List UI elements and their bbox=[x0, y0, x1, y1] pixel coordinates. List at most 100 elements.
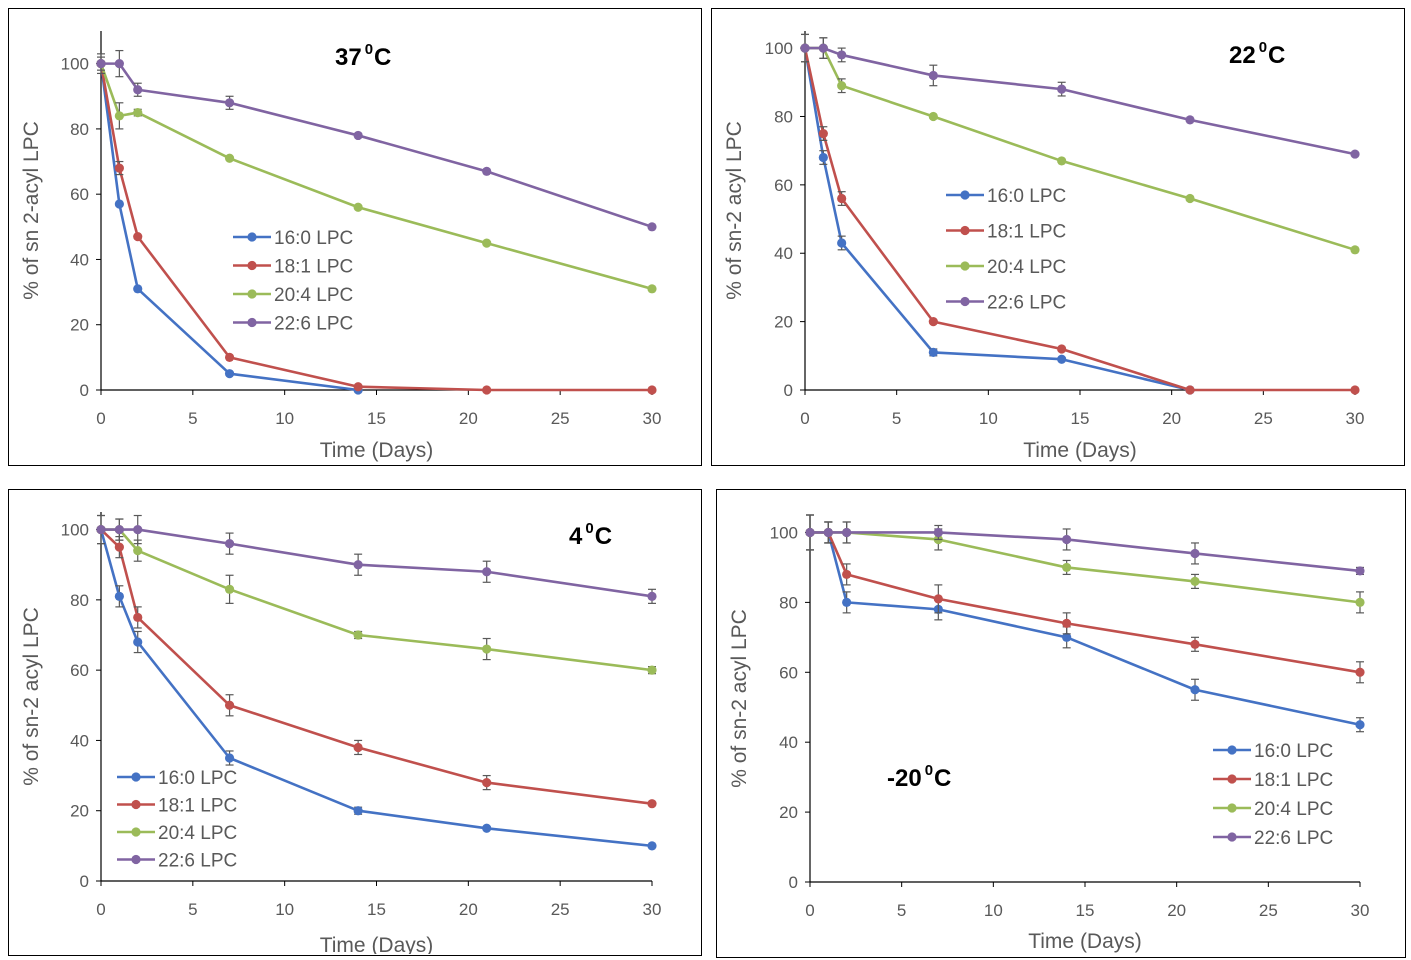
x-tick-label: 5 bbox=[188, 900, 197, 919]
legend-entry: 18:1 LPC bbox=[1254, 770, 1333, 791]
data-point bbox=[1190, 548, 1200, 559]
legend-swatch-marker bbox=[1227, 832, 1237, 842]
x-tick-label: 20 bbox=[459, 409, 478, 428]
data-point bbox=[933, 594, 943, 604]
legend-entry: 16:0 LPC bbox=[1254, 741, 1333, 762]
legend-swatch-marker bbox=[247, 232, 257, 242]
data-point bbox=[647, 799, 657, 809]
chart-title: 37 0C bbox=[335, 41, 391, 71]
y-tick-label: 60 bbox=[774, 176, 793, 195]
x-tick-label: 25 bbox=[1254, 409, 1273, 428]
legend-swatch-marker bbox=[960, 225, 970, 236]
y-axis-label: % of sn-2 acyl LPC bbox=[20, 607, 43, 786]
data-point bbox=[837, 193, 847, 204]
data-point bbox=[96, 59, 106, 69]
data-point bbox=[823, 527, 833, 538]
series-line-3 bbox=[101, 62, 653, 229]
data-point bbox=[353, 742, 363, 753]
legend-entry: 16:0 LPC bbox=[987, 186, 1066, 207]
x-tick-label: 30 bbox=[643, 409, 662, 428]
data-point bbox=[1057, 156, 1067, 166]
data-point bbox=[928, 111, 938, 122]
data-point bbox=[114, 59, 124, 69]
data-point bbox=[1057, 354, 1067, 364]
x-tick-label: 5 bbox=[892, 409, 901, 428]
y-tick-label: 80 bbox=[70, 591, 89, 610]
series-line-3 bbox=[810, 531, 1361, 573]
x-tick-label: 20 bbox=[1167, 901, 1186, 920]
series-line-1 bbox=[99, 63, 652, 392]
x-axis-label: Time (Days) bbox=[1028, 930, 1142, 953]
data-point bbox=[1350, 245, 1360, 255]
x-tick-label: 20 bbox=[459, 900, 478, 919]
data-point bbox=[482, 166, 492, 176]
legend-entry: 22:6 LPC bbox=[987, 293, 1066, 314]
data-point bbox=[1062, 534, 1072, 545]
data-point bbox=[1190, 639, 1200, 649]
data-point bbox=[647, 385, 657, 395]
data-point bbox=[224, 98, 235, 108]
data-point bbox=[842, 527, 852, 538]
data-point bbox=[1062, 562, 1072, 573]
data-point bbox=[482, 385, 492, 395]
y-tick-label: 0 bbox=[784, 381, 793, 400]
y-tick-label: 100 bbox=[765, 39, 793, 58]
data-point bbox=[224, 753, 235, 763]
chart-title: -20 0C bbox=[887, 762, 951, 792]
x-tick-label: 30 bbox=[1346, 409, 1365, 428]
data-point bbox=[647, 841, 657, 851]
data-point bbox=[133, 107, 143, 118]
legend-entry: 22:6 LPC bbox=[274, 314, 353, 335]
chart-title-unit: C bbox=[1268, 42, 1285, 69]
series-line-0 bbox=[803, 47, 1191, 392]
chart-title-value: 37 bbox=[335, 44, 362, 71]
x-tick-label: 15 bbox=[367, 409, 386, 428]
y-tick-label: 80 bbox=[70, 120, 89, 139]
data-point bbox=[96, 524, 106, 535]
legend-swatch-marker bbox=[131, 799, 141, 810]
y-axis-label: % of sn-2 acyl LPC bbox=[723, 121, 746, 300]
data-point bbox=[353, 130, 363, 141]
legend-entry: 18:1 LPC bbox=[158, 796, 237, 817]
legend-swatch-marker bbox=[1227, 745, 1237, 755]
data-point bbox=[1350, 385, 1360, 395]
data-point bbox=[1185, 115, 1195, 125]
x-axis-label: Time (Days) bbox=[320, 439, 434, 462]
data-point bbox=[1350, 149, 1360, 159]
chart-panel-37c: 0 20 40 60 80 100 0 5 10 15 20 25 30 Time (Days) % of … bbox=[8, 8, 702, 466]
y-tick-label: 0 bbox=[789, 873, 798, 892]
y-tick-label: 100 bbox=[61, 55, 89, 74]
y-tick-label: 100 bbox=[770, 523, 798, 542]
legend-entry: 16:0 LPC bbox=[274, 228, 353, 249]
data-point bbox=[928, 317, 938, 327]
data-point bbox=[353, 560, 363, 570]
x-tick-label: 15 bbox=[1076, 901, 1095, 920]
data-point bbox=[114, 524, 124, 535]
data-point bbox=[647, 591, 657, 601]
x-tick-label: 0 bbox=[805, 901, 814, 920]
y-tick-label: 20 bbox=[779, 803, 798, 822]
data-point bbox=[1355, 720, 1365, 730]
data-point bbox=[353, 202, 363, 212]
legend-swatch-marker bbox=[131, 854, 141, 865]
y-tick-label: 20 bbox=[774, 313, 793, 332]
data-point bbox=[647, 222, 657, 232]
data-point bbox=[114, 199, 124, 209]
y-tick-label: 20 bbox=[70, 316, 89, 335]
x-tick-label: 25 bbox=[551, 409, 570, 428]
x-tick-label: 30 bbox=[643, 900, 662, 919]
y-tick-label: 40 bbox=[70, 731, 89, 750]
chart-title-unit: C bbox=[374, 44, 391, 71]
series-line-1 bbox=[810, 531, 1361, 674]
data-point bbox=[818, 128, 828, 139]
y-axis-label: % of sn-2 acyl LPC bbox=[728, 609, 751, 788]
data-point bbox=[647, 665, 657, 675]
legend-swatch-marker bbox=[247, 289, 257, 299]
x-tick-label: 30 bbox=[1351, 901, 1370, 920]
data-point bbox=[482, 823, 492, 833]
x-tick-label: 5 bbox=[188, 409, 197, 428]
data-point bbox=[1185, 385, 1195, 395]
data-point bbox=[1190, 685, 1200, 695]
